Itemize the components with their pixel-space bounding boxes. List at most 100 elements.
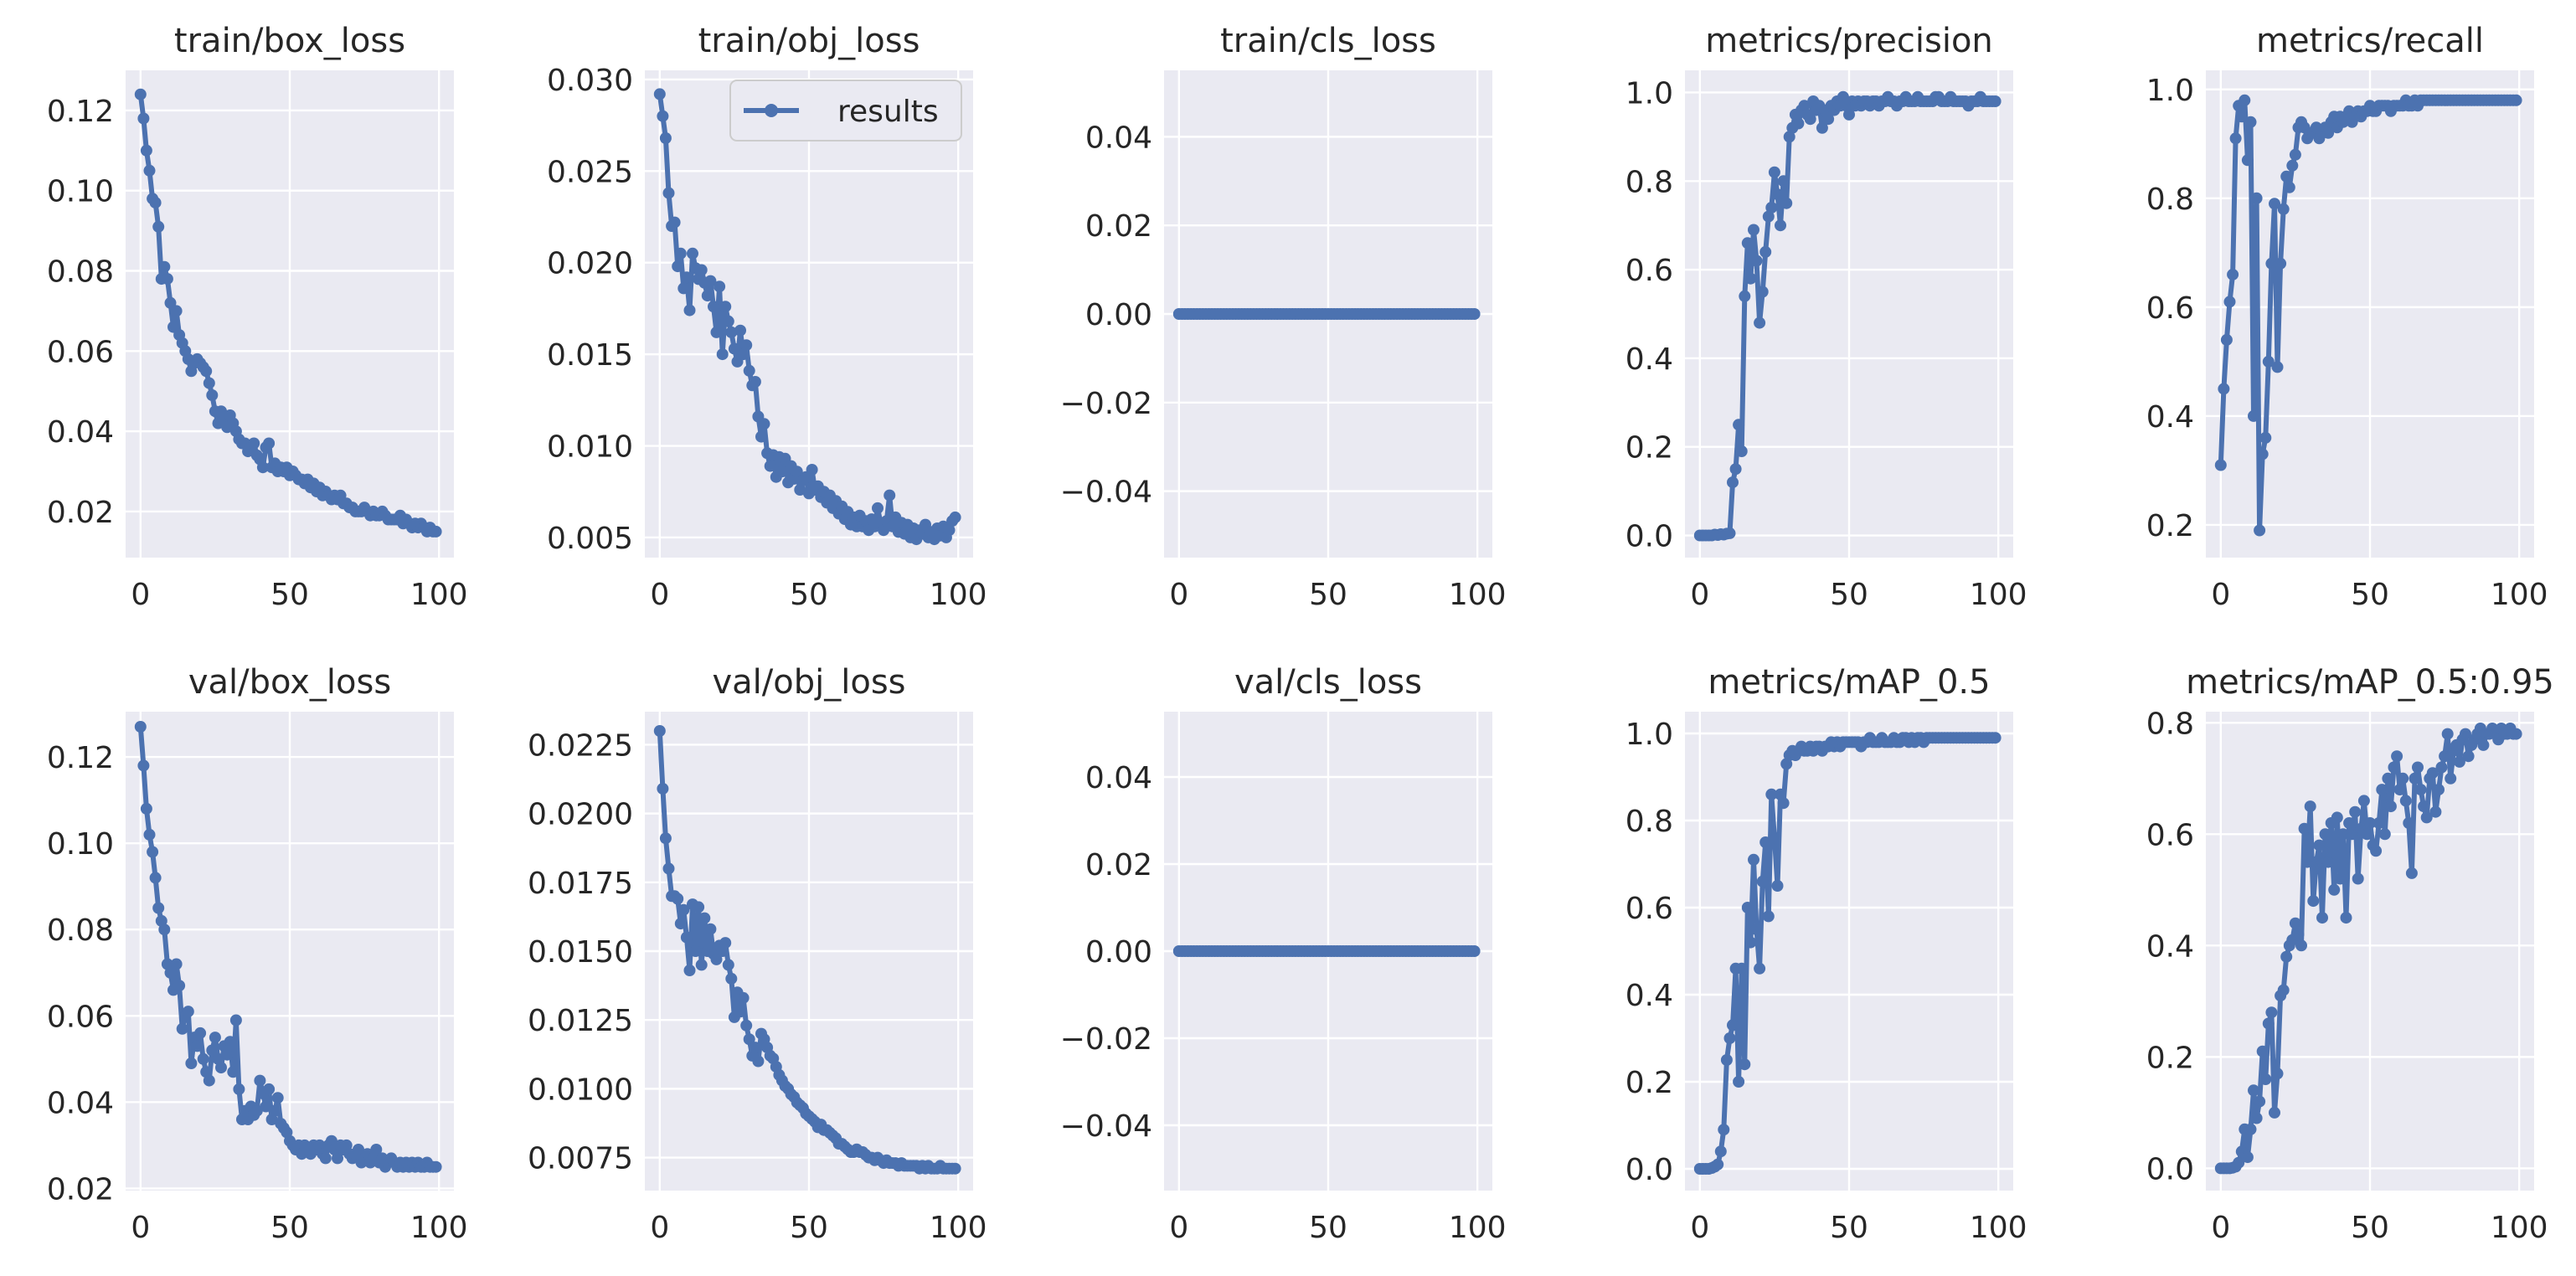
y-tick-label: 0.04: [47, 1086, 114, 1120]
data-point: [2453, 755, 2465, 768]
data-point: [1765, 788, 1778, 800]
data-point: [734, 324, 746, 337]
data-point: [749, 1042, 761, 1054]
data-point: [2235, 111, 2248, 123]
data-point: [2292, 929, 2305, 940]
data-point: [674, 918, 687, 930]
data-point: [229, 1014, 242, 1026]
x-tick-label: 50: [1830, 1211, 1868, 1245]
data-point: [659, 132, 672, 144]
y-tick-label: 0.020: [547, 247, 633, 281]
data-point: [657, 110, 669, 122]
data-point: [430, 525, 442, 538]
data-point: [164, 966, 177, 979]
data-point: [1768, 166, 1780, 178]
data-point: [1989, 95, 2002, 107]
data-point: [2280, 950, 2293, 963]
data-point: [2218, 383, 2230, 395]
y-tick-label: 0.8: [1625, 805, 1673, 839]
data-point: [2409, 772, 2421, 785]
x-tick-label: 0: [1169, 1211, 1188, 1245]
data-point: [1754, 316, 1766, 329]
data-point: [722, 959, 734, 971]
data-point: [2265, 257, 2278, 270]
data-point: [719, 937, 732, 949]
data-point: [2250, 192, 2263, 204]
data-point: [653, 725, 666, 737]
data-point: [1843, 108, 1855, 121]
x-tick-label: 100: [930, 1211, 987, 1245]
data-point: [1733, 419, 1745, 431]
data-point: [653, 88, 666, 100]
y-tick-label: 0.4: [2146, 400, 2194, 435]
data-point: [2420, 811, 2433, 824]
x-tick-label: 50: [270, 1211, 309, 1245]
data-point: [2322, 856, 2335, 868]
subplot-7: val/obj_loss 0 50 100 0.0075 0.0100 0.0125 0.01…: [528, 663, 987, 1245]
data-point: [1748, 224, 1759, 236]
data-point: [137, 759, 150, 772]
y-tick-label: 0.06: [47, 1000, 114, 1034]
subplot-9: metrics/mAP_0.5 0 50 100 0.0 0.2 0.4 0.6 0.8 1.0: [1625, 663, 2027, 1245]
data-point: [710, 953, 723, 965]
y-tick-label: 0.0075: [528, 1142, 633, 1176]
data-point: [943, 524, 956, 537]
data-point: [197, 1052, 209, 1065]
data-point: [430, 1160, 442, 1173]
y-tick-label: −0.04: [1060, 476, 1152, 510]
x-tick-label: 0: [131, 1211, 150, 1245]
data-point: [1765, 202, 1778, 214]
data-point: [683, 965, 696, 976]
data-point: [227, 1066, 240, 1078]
data-point: [173, 980, 186, 992]
data-point: [2277, 203, 2290, 215]
data-point: [1771, 188, 1784, 201]
data-point: [2244, 116, 2257, 128]
data-point: [2259, 431, 2272, 444]
data-point: [704, 923, 717, 935]
data-point: [2460, 728, 2471, 740]
data-point: [1735, 445, 1748, 457]
data-point: [1718, 1124, 1730, 1136]
data-point: [2220, 333, 2233, 346]
data-point: [662, 187, 675, 199]
data-point: [1756, 875, 1769, 888]
data-point: [672, 893, 684, 905]
data-point: [949, 1162, 961, 1175]
x-tick-label: 100: [1970, 1211, 2027, 1245]
data-point: [2275, 257, 2287, 270]
data-point: [182, 1006, 194, 1018]
data-point: [2316, 912, 2328, 924]
y-tick-label: 0.04: [1085, 121, 1152, 155]
data-point: [2254, 524, 2266, 537]
data-point: [149, 197, 162, 209]
data-point: [2244, 1123, 2257, 1135]
data-point: [689, 945, 702, 957]
data-point: [719, 301, 732, 313]
x-tick-label: 100: [1449, 578, 1507, 612]
data-point: [2241, 154, 2254, 167]
subplot-6: val/box_loss 0 50 100 0.02 0.04 0.06 0.08 0.10 0.…: [47, 663, 468, 1245]
subplot-3: train/cls_loss 0 50 100 −0.04 −0.02 0.00 0.02 0.…: [1060, 22, 1507, 612]
data-point: [1741, 902, 1754, 913]
data-point: [2322, 126, 2335, 139]
data-point: [2357, 795, 2370, 807]
data-point: [2336, 828, 2349, 841]
data-point: [2462, 750, 2475, 763]
data-point: [143, 164, 156, 177]
data-point: [1723, 1032, 1736, 1044]
y-tick-label: 0.6: [1625, 892, 1673, 926]
data-point: [152, 220, 165, 233]
data-point: [2361, 828, 2373, 841]
data-point: [1759, 836, 1772, 848]
data-point: [2283, 181, 2295, 193]
data-point: [791, 466, 803, 478]
data-point: [152, 902, 165, 914]
data-point: [725, 972, 738, 985]
x-tick-label: 50: [2351, 1211, 2389, 1245]
data-point: [752, 1055, 765, 1068]
y-tick-label: 0.00: [1085, 935, 1152, 970]
data-point: [134, 88, 147, 100]
data-point: [2271, 1068, 2284, 1080]
data-point: [224, 1036, 236, 1048]
